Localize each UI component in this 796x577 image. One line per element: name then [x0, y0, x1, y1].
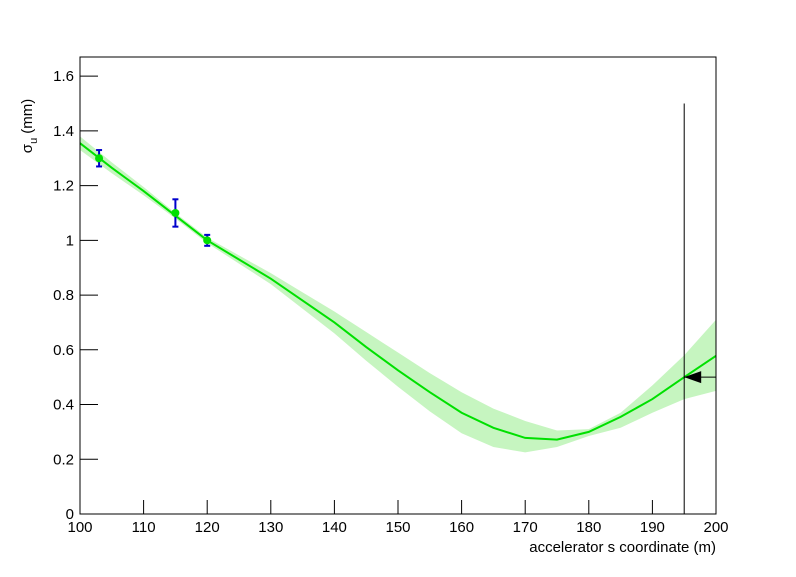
y-tick-label: 0.6: [53, 342, 74, 359]
y-tick-label: 1.2: [53, 178, 74, 195]
x-tick-label: 180: [576, 519, 601, 536]
x-tick-label: 100: [67, 519, 92, 536]
y-label-unit: (mm): [19, 99, 36, 134]
x-tick-label: 150: [385, 519, 410, 536]
error-band: [80, 136, 716, 453]
y-tick-label: 0.8: [53, 287, 74, 304]
fit-line: [79, 142, 717, 441]
data-point: [95, 154, 104, 163]
y-tick-label: 0.2: [53, 451, 74, 468]
target-arrow: [684, 371, 702, 384]
data-point: [203, 236, 212, 245]
x-tick-label: 190: [640, 519, 665, 536]
y-axis-label: σu (mm): [19, 99, 40, 153]
y-tick-label: 0: [66, 506, 74, 523]
y-tick-label: 1.6: [53, 68, 74, 85]
y-label-symbol: σ: [19, 143, 36, 153]
x-tick-label: 140: [322, 519, 347, 536]
plot-frame: [79, 56, 717, 515]
x-tick-label: 110: [132, 519, 156, 536]
data-point: [171, 208, 180, 217]
y-tick-label: 0.4: [53, 397, 74, 414]
x-tick-label: 170: [513, 519, 538, 536]
y-tick-label: 1: [66, 232, 74, 249]
y-tick-label: 1.4: [53, 123, 74, 140]
x-tick-label: 200: [703, 519, 728, 536]
x-tick-label: 160: [449, 519, 474, 536]
x-axis-label: accelerator s coordinate (m): [529, 539, 716, 556]
x-tick-label: 120: [195, 519, 220, 536]
y-label-subscript: u: [28, 138, 40, 144]
x-tick-label: 130: [258, 519, 283, 536]
